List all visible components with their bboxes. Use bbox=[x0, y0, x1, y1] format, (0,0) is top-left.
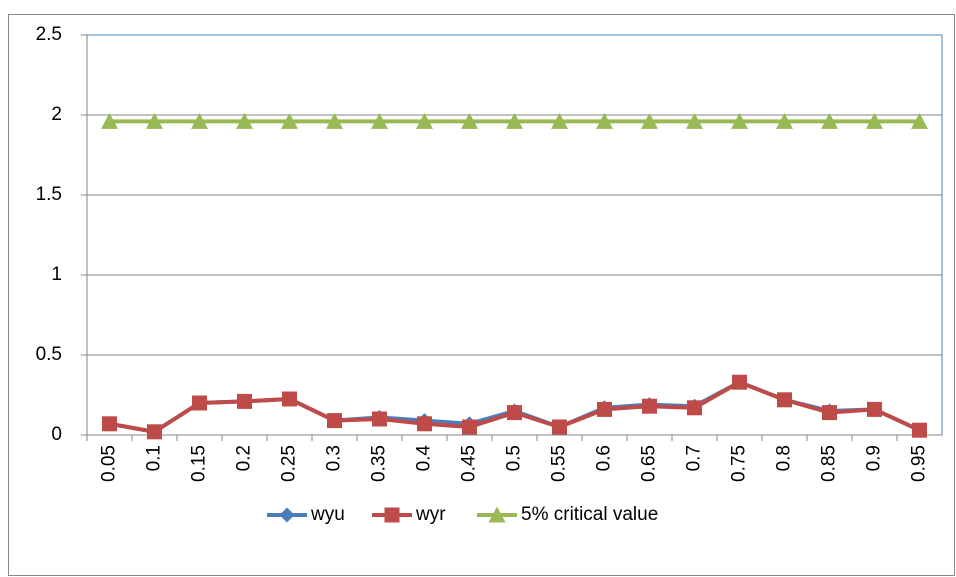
x-tick-label: 0.05 bbox=[99, 445, 120, 482]
x-tick-label: 0.25 bbox=[279, 445, 300, 482]
x-tick-label: 0.7 bbox=[684, 445, 705, 471]
marker bbox=[102, 416, 117, 432]
marker bbox=[597, 401, 612, 417]
marker bbox=[822, 405, 837, 421]
marker bbox=[776, 112, 793, 129]
marker bbox=[282, 391, 297, 407]
legend-label: wyu bbox=[310, 504, 345, 525]
marker bbox=[101, 112, 118, 129]
x-tick-label: 0.5 bbox=[504, 445, 525, 471]
marker bbox=[192, 395, 207, 411]
marker bbox=[146, 112, 163, 129]
marker bbox=[867, 401, 882, 417]
x-tick-label: 0.1 bbox=[144, 445, 165, 471]
marker bbox=[326, 112, 343, 129]
marker bbox=[417, 416, 432, 432]
y-tick-label: 1.5 bbox=[36, 184, 62, 205]
marker bbox=[866, 112, 883, 129]
y-tick-label: 2 bbox=[51, 104, 62, 125]
marker bbox=[416, 112, 433, 129]
marker bbox=[461, 112, 478, 129]
x-tick-label: 0.3 bbox=[324, 445, 345, 471]
marker bbox=[281, 112, 298, 129]
marker bbox=[552, 419, 567, 435]
y-tick-label: 0.5 bbox=[36, 344, 62, 365]
x-tick-label: 0.85 bbox=[819, 445, 840, 482]
marker bbox=[462, 419, 477, 435]
x-tick-label: 0.75 bbox=[729, 445, 750, 482]
x-tick-label: 0.4 bbox=[414, 445, 435, 472]
marker bbox=[821, 112, 838, 129]
x-tick-label: 0.2 bbox=[234, 445, 255, 471]
x-tick-label: 0.35 bbox=[369, 445, 390, 482]
marker bbox=[732, 374, 747, 390]
marker bbox=[327, 413, 342, 429]
legend-label: wyr bbox=[415, 504, 446, 525]
marker bbox=[641, 112, 658, 129]
marker bbox=[506, 112, 523, 129]
marker bbox=[372, 411, 387, 427]
x-tick-label: 0.55 bbox=[549, 445, 570, 482]
marker bbox=[236, 112, 253, 129]
legend-label: 5% critical value bbox=[521, 504, 658, 525]
x-tick-label: 0.6 bbox=[594, 445, 615, 471]
marker bbox=[642, 398, 657, 414]
marker bbox=[191, 112, 208, 129]
marker bbox=[912, 422, 927, 438]
marker bbox=[147, 424, 162, 440]
y-tick-label: 0 bbox=[51, 424, 62, 445]
y-tick-label: 1 bbox=[51, 264, 62, 285]
marker bbox=[687, 400, 702, 416]
marker bbox=[911, 112, 928, 129]
x-tick-label: 0.95 bbox=[909, 445, 930, 482]
x-tick-label: 0.15 bbox=[189, 445, 210, 482]
x-tick-label: 0.9 bbox=[864, 445, 885, 471]
marker bbox=[384, 507, 400, 523]
marker bbox=[731, 112, 748, 129]
x-tick-label: 0.65 bbox=[639, 445, 660, 482]
y-tick-label: 2.5 bbox=[36, 24, 62, 45]
marker bbox=[237, 393, 252, 409]
marker bbox=[596, 112, 613, 129]
x-tick-label: 0.8 bbox=[774, 445, 795, 471]
marker bbox=[507, 405, 522, 421]
marker bbox=[686, 112, 703, 129]
x-tick-label: 0.45 bbox=[459, 445, 480, 482]
chart-frame bbox=[8, 14, 955, 576]
marker bbox=[371, 112, 388, 129]
marker bbox=[279, 507, 295, 523]
marker bbox=[551, 112, 568, 129]
marker bbox=[488, 506, 506, 523]
marker bbox=[777, 392, 792, 408]
